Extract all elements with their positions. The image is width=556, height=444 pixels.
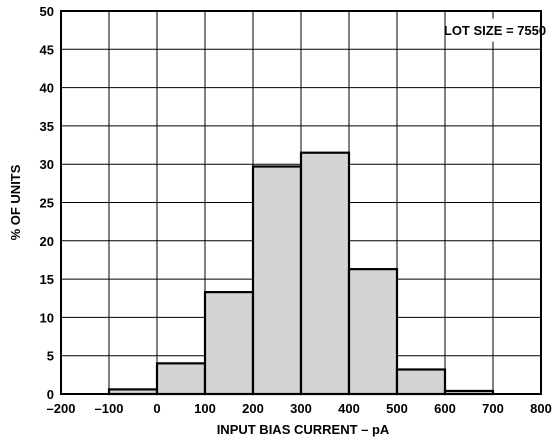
y-tick-label: 25	[40, 196, 54, 211]
annotation-box	[455, 18, 537, 42]
y-tick-label: 15	[40, 272, 54, 287]
x-tick-labels: –200 –100 0 100 200 300 400 500 600 700 800	[47, 401, 552, 416]
histogram-bar	[395, 368, 447, 396]
bars	[107, 151, 495, 396]
x-tick-label: 600	[434, 401, 456, 416]
lot-size-annotation: LOT SIZE = 7550	[444, 18, 546, 42]
x-tick-label: –200	[47, 401, 76, 416]
x-axis-title: INPUT BIAS CURRENT – pA	[217, 422, 390, 437]
y-tick-label: 35	[40, 119, 54, 134]
y-tick-label: 5	[47, 349, 54, 364]
x-tick-label: –100	[95, 401, 124, 416]
histogram-bar	[299, 151, 351, 396]
x-tick-label: 300	[290, 401, 312, 416]
y-tick-labels: 0 5 10 15 20 25 30 35 40 45 50	[40, 4, 54, 402]
y-axis-title: % OF UNITS	[8, 164, 23, 240]
histogram-bar	[347, 268, 399, 396]
x-tick-label: 200	[242, 401, 264, 416]
y-tick-label: 30	[40, 157, 54, 172]
y-tick-label: 45	[40, 42, 54, 57]
y-tick-label: 50	[40, 4, 54, 19]
x-tick-label: 500	[386, 401, 408, 416]
y-tick-label: 40	[40, 81, 54, 96]
x-tick-label: 800	[530, 401, 552, 416]
y-tick-label: 0	[47, 387, 54, 402]
histogram-bar	[251, 165, 303, 396]
histogram-bar	[203, 291, 255, 396]
x-tick-label: 400	[338, 401, 360, 416]
x-tick-label: 100	[194, 401, 216, 416]
y-tick-label: 20	[40, 234, 54, 249]
plot-frame	[60, 10, 542, 395]
x-tick-label: 0	[153, 401, 160, 416]
x-tick-label: 700	[482, 401, 504, 416]
y-tick-label: 10	[40, 310, 54, 325]
annotation-text: LOT SIZE = 7550	[444, 23, 546, 38]
histogram-bar	[155, 362, 207, 396]
